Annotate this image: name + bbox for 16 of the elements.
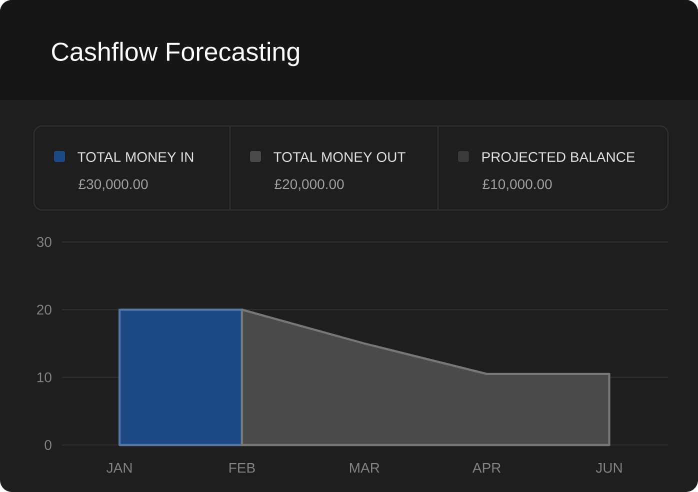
- legend-label: TOTAL MONEY IN: [78, 152, 194, 162]
- x-tick-label: MAR: [350, 463, 380, 473]
- legend-label: PROJECTED BALANCE: [482, 152, 635, 162]
- y-tick-label: 0: [44, 440, 52, 450]
- chart-title: Cashflow Forecasting: [52, 42, 299, 66]
- y-tick-label: 10: [37, 372, 52, 382]
- text: £10,000.00: [482, 179, 552, 191]
- legend-label: TOTAL MONEY OUT: [274, 152, 406, 162]
- y-tick-label: 20: [37, 304, 52, 315]
- x-tick-label: APR: [472, 463, 501, 473]
- text: £30,000.00: [78, 179, 148, 191]
- text: £20,000.00: [274, 179, 344, 191]
- x-tick-label: JAN: [106, 463, 132, 473]
- y-tick-label: 30: [36, 237, 52, 247]
- x-tick-label: JUN: [596, 463, 622, 473]
- x-tick-label: FEB: [230, 463, 255, 473]
